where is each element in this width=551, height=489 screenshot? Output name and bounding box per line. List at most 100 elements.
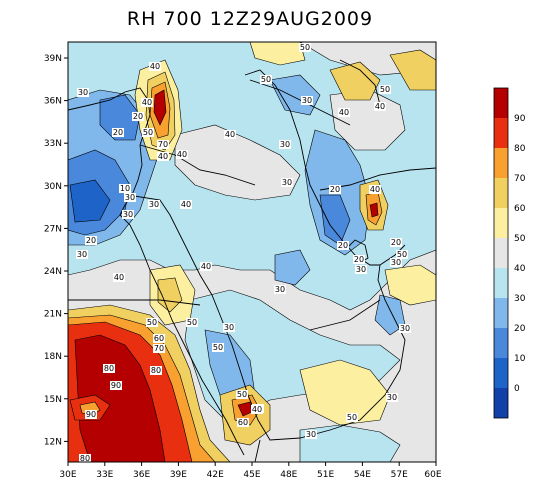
- svg-text:30: 30: [306, 430, 316, 439]
- svg-text:40: 40: [181, 200, 191, 209]
- contour-label: 50: [379, 85, 391, 94]
- contour-label: 30: [399, 324, 411, 333]
- svg-text:39N: 39N: [44, 54, 62, 64]
- contour-label: 30: [386, 393, 398, 402]
- svg-text:40: 40: [177, 150, 187, 159]
- contour-label: 50: [146, 318, 158, 327]
- svg-text:40: 40: [370, 185, 380, 194]
- contour-label: 70: [157, 140, 169, 149]
- lat-tick: 18N: [44, 352, 68, 362]
- lon-tick: 60E: [424, 462, 442, 480]
- contour-label: 40: [149, 62, 161, 71]
- colorbar-label: 40: [514, 264, 526, 274]
- svg-text:40: 40: [142, 98, 152, 107]
- contour-label-layer: 40 50 30 40 40 20 30 50 70 40 40 30 10 3…: [76, 43, 411, 463]
- rh-region-50-60: [384, 264, 436, 306]
- contour-label: 30: [305, 430, 317, 439]
- contour-label: 30: [281, 178, 293, 187]
- contour-label: 80: [150, 366, 162, 375]
- svg-text:30: 30: [78, 88, 88, 97]
- lon-tick: 39E: [170, 462, 187, 480]
- lat-tick: 21N: [44, 310, 68, 320]
- lat-tick: 15N: [44, 395, 68, 405]
- contour-label: 30: [355, 265, 367, 274]
- contour-label: 20: [390, 238, 402, 247]
- contour-label: 40: [157, 152, 169, 161]
- svg-text:24N: 24N: [44, 267, 62, 277]
- contour-label: 30: [301, 96, 313, 105]
- colorbar-swatch: [494, 328, 508, 358]
- lon-tick: 54E: [354, 462, 371, 480]
- colorbar: 90 80 70 60 50 40 30 20 10 0: [493, 87, 526, 419]
- svg-text:40: 40: [225, 130, 235, 139]
- contour-label: 90: [110, 381, 122, 390]
- svg-text:20: 20: [338, 241, 348, 250]
- rh-region-50-60: [299, 359, 391, 426]
- colorbar-swatch: [494, 118, 508, 148]
- contour-label: 40: [180, 200, 192, 209]
- contour-label: 10: [119, 184, 131, 193]
- colorbar-swatch: [494, 358, 508, 388]
- lon-tick: 45E: [243, 462, 261, 480]
- contour-label: 40: [251, 405, 263, 414]
- contour-label: 30: [223, 323, 235, 332]
- svg-text:30: 30: [77, 250, 87, 259]
- svg-text:50: 50: [147, 318, 157, 327]
- contour-label: 50: [142, 128, 154, 137]
- lat-tick: 33N: [44, 139, 68, 149]
- svg-text:50: 50: [261, 75, 271, 84]
- rh-region-60-70: [157, 277, 183, 313]
- svg-text:30: 30: [302, 96, 312, 105]
- svg-text:40: 40: [158, 152, 168, 161]
- svg-text:20: 20: [330, 185, 340, 194]
- svg-text:80: 80: [80, 454, 90, 463]
- contour-label: 40: [374, 102, 386, 111]
- colorbar-label: 50: [514, 234, 526, 244]
- colorbar-swatch: [494, 178, 508, 208]
- svg-text:70: 70: [158, 140, 168, 149]
- svg-text:30: 30: [123, 210, 133, 219]
- colorbar-label: 90: [514, 114, 526, 124]
- contour-label: 20: [112, 128, 124, 137]
- rh-region-40-50: [329, 89, 406, 151]
- contour-label: 40: [338, 108, 350, 117]
- svg-text:30: 30: [125, 193, 135, 202]
- contour-label: 50: [260, 75, 272, 84]
- svg-text:20: 20: [354, 255, 364, 264]
- svg-text:60E: 60E: [424, 470, 441, 480]
- contour-label: 30: [390, 258, 402, 267]
- svg-text:80: 80: [104, 364, 114, 373]
- contour-label: 90: [85, 410, 97, 419]
- svg-text:42E: 42E: [207, 470, 224, 480]
- contour-label: 30: [124, 193, 136, 202]
- contour-label: 30: [274, 285, 286, 294]
- contour-label: 50: [346, 413, 358, 422]
- svg-text:45E: 45E: [243, 470, 260, 480]
- svg-text:60: 60: [238, 418, 248, 427]
- svg-text:50: 50: [347, 413, 357, 422]
- colorbar-label: 10: [514, 354, 526, 364]
- rh-region-20-30: [274, 249, 311, 286]
- lat-tick: 24N: [44, 267, 68, 277]
- svg-text:48E: 48E: [280, 470, 297, 480]
- svg-text:39E: 39E: [170, 470, 187, 480]
- colorbar-swatch: [494, 88, 508, 118]
- svg-text:60: 60: [154, 334, 164, 343]
- colorbar-swatch: [494, 268, 508, 298]
- svg-text:30: 30: [275, 285, 285, 294]
- svg-text:12N: 12N: [44, 437, 62, 447]
- rh-region-10-20: [99, 94, 141, 141]
- contour-label: 40: [369, 185, 381, 194]
- contour-label: 50: [396, 250, 408, 259]
- svg-text:30: 30: [356, 265, 366, 274]
- lon-tick: 48E: [280, 462, 298, 480]
- contour-label: 30: [122, 210, 134, 219]
- svg-text:33N: 33N: [44, 139, 62, 149]
- contour-label: 60: [237, 418, 249, 427]
- contour-label: 40: [141, 98, 153, 107]
- contour-label: 80: [79, 454, 91, 463]
- svg-text:18N: 18N: [44, 352, 62, 362]
- svg-text:30: 30: [149, 200, 159, 209]
- svg-text:80: 80: [151, 366, 161, 375]
- contour-label: 20: [353, 255, 365, 264]
